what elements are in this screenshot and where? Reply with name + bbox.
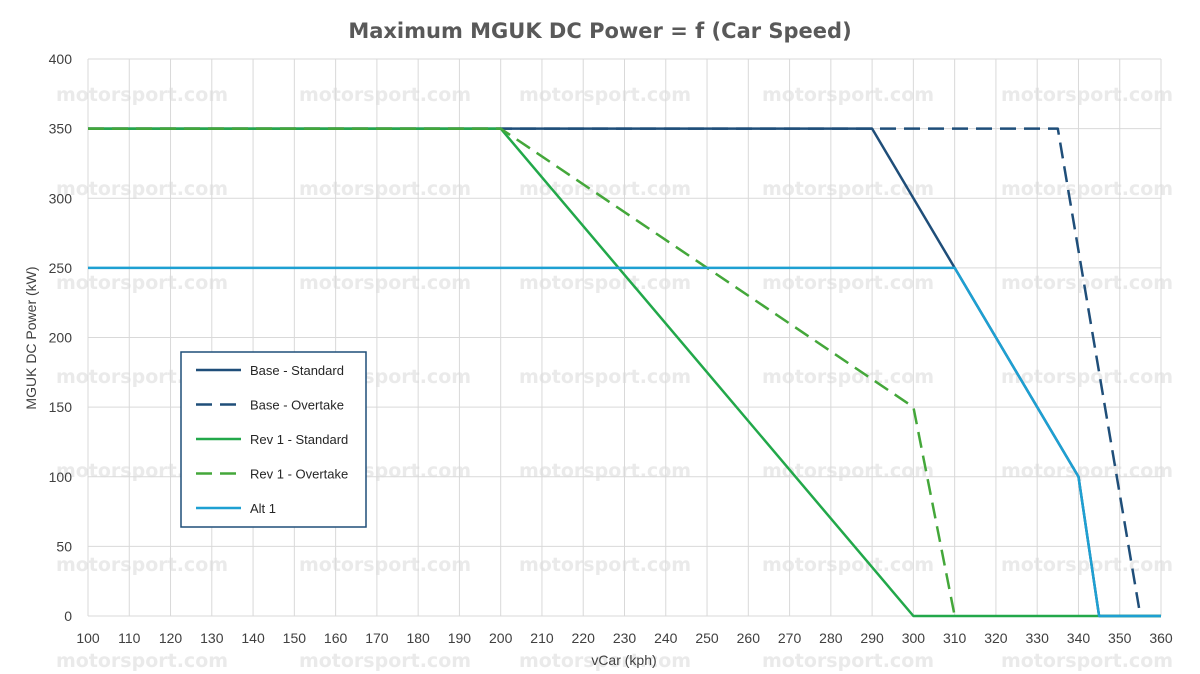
legend-label-alt-1: Alt 1 — [250, 501, 276, 516]
x-tick-label: 170 — [365, 630, 389, 646]
y-tick-label: 150 — [49, 399, 73, 415]
x-tick-label: 300 — [902, 630, 926, 646]
x-tick-label: 320 — [984, 630, 1008, 646]
x-tick-label: 210 — [530, 630, 554, 646]
legend-label-rev-1-standard: Rev 1 - Standard — [250, 432, 348, 447]
watermark-text: motorsport.com — [519, 460, 691, 482]
x-tick-label: 240 — [654, 630, 678, 646]
y-tick-label: 200 — [49, 330, 73, 346]
watermark-text: motorsport.com — [299, 554, 471, 576]
watermark-text: motorsport.com — [519, 650, 691, 672]
x-tick-label: 340 — [1067, 630, 1091, 646]
legend-label-rev-1-overtake: Rev 1 - Overtake — [250, 467, 348, 482]
x-tick-label: 160 — [324, 630, 348, 646]
x-tick-label: 280 — [819, 630, 843, 646]
watermark-text: motorsport.com — [1001, 84, 1173, 106]
y-tick-label: 50 — [56, 538, 72, 554]
x-tick-label: 260 — [737, 630, 761, 646]
y-tick-label: 350 — [49, 121, 73, 137]
x-tick-label: 100 — [76, 630, 100, 646]
x-tick-label: 200 — [489, 630, 513, 646]
x-tick-label: 130 — [200, 630, 224, 646]
watermark-text: motorsport.com — [1001, 272, 1173, 294]
watermark-text: motorsport.com — [56, 84, 228, 106]
y-tick-label: 400 — [49, 51, 73, 67]
series-line-alt-1 — [88, 266, 1161, 618]
watermark-text: motorsport.com — [1001, 460, 1173, 482]
x-tick-label: 110 — [118, 630, 141, 646]
y-tick-label: 0 — [64, 608, 72, 624]
x-tick-label: 150 — [283, 630, 307, 646]
x-axis-label: vCar (kph) — [591, 652, 656, 668]
x-tick-label: 310 — [943, 630, 967, 646]
watermark-text: motorsport.com — [299, 650, 471, 672]
watermark-text: motorsport.com — [56, 178, 228, 200]
watermark-text: motorsport.com — [762, 650, 934, 672]
y-tick-label: 300 — [49, 190, 73, 206]
watermark-text: motorsport.com — [762, 366, 934, 388]
series-layer — [88, 127, 1161, 618]
x-tick-label: 350 — [1108, 630, 1132, 646]
watermark-text: motorsport.com — [762, 554, 934, 576]
x-tick-label: 230 — [613, 630, 637, 646]
watermark-text: motorsport.com — [56, 650, 228, 672]
watermark-text: motorsport.com — [56, 554, 228, 576]
watermark-text: motorsport.com — [519, 366, 691, 388]
y-axis-label: MGUK DC Power (kW) — [23, 266, 39, 409]
watermark-text: motorsport.com — [299, 178, 471, 200]
watermark-text: motorsport.com — [1001, 178, 1173, 200]
watermark-text: motorsport.com — [519, 272, 691, 294]
watermark-text: motorsport.com — [299, 272, 471, 294]
x-tick-label: 360 — [1149, 630, 1173, 646]
x-tick-label: 190 — [448, 630, 472, 646]
x-tick-label: 120 — [159, 630, 183, 646]
chart-title: Maximum MGUK DC Power = f (Car Speed) — [348, 19, 851, 43]
legend-label-base-overtake: Base - Overtake — [250, 398, 344, 413]
x-tick-label: 180 — [406, 630, 430, 646]
legend: Base - Standard Base - Overtake Rev 1 - St… — [180, 351, 367, 528]
watermark-text: motorsport.com — [519, 84, 691, 106]
x-tick-label: 270 — [778, 630, 802, 646]
watermark-text: motorsport.com — [519, 178, 691, 200]
watermark-text: motorsport.com — [519, 554, 691, 576]
tick-labels: 100 110 120 130 140 150 160 170 180 190 200 210 220 2… — [49, 51, 1173, 646]
x-tick-label: 250 — [695, 630, 719, 646]
watermark-text: motorsport.com — [1001, 366, 1173, 388]
watermark-text: motorsport.com — [762, 84, 934, 106]
watermark-text: motorsport.com — [56, 272, 228, 294]
x-tick-label: 330 — [1026, 630, 1050, 646]
watermark-text: motorsport.com — [299, 84, 471, 106]
watermark-text: motorsport.com — [762, 460, 934, 482]
x-tick-label: 220 — [572, 630, 596, 646]
legend-label-base-standard: Base - Standard — [250, 363, 344, 378]
y-tick-label: 100 — [49, 469, 73, 485]
watermark-text: motorsport.com — [762, 272, 934, 294]
watermark-text: motorsport.com — [1001, 554, 1173, 576]
y-tick-label: 250 — [49, 260, 73, 276]
watermark-text: motorsport.com — [1001, 650, 1173, 672]
watermark-text: motorsport.com — [762, 178, 934, 200]
x-tick-label: 140 — [241, 630, 265, 646]
x-tick-label: 290 — [860, 630, 884, 646]
